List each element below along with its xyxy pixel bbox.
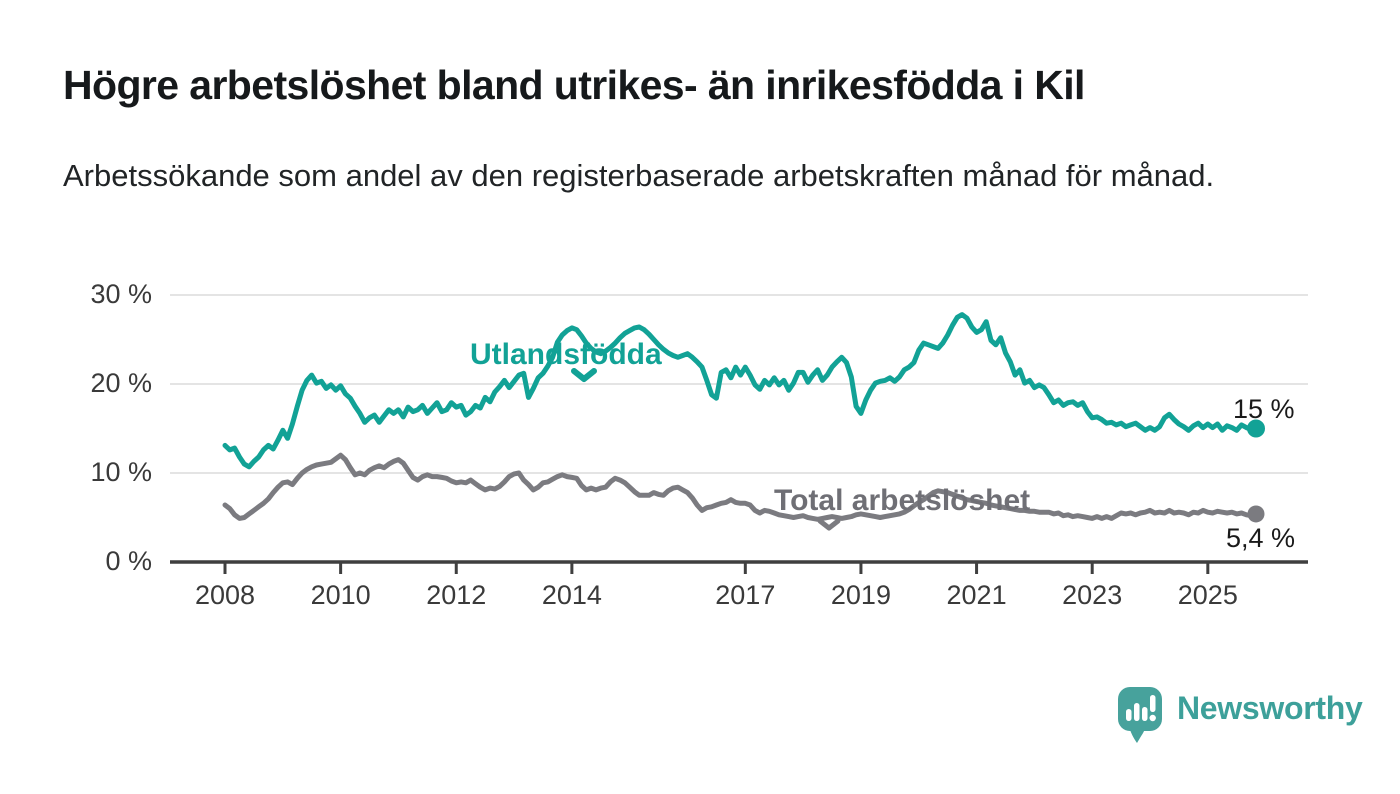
chart-subtitle: Arbetssökande som andel av den registerb… <box>63 158 1215 193</box>
y-axis-label-20: 20 % <box>90 368 152 398</box>
series-end-dot-0 <box>1247 419 1265 438</box>
series-label-utlandsfodda: Utlandsfödda <box>470 338 662 371</box>
x-axis-label-2025: 2025 <box>1177 580 1238 610</box>
x-axis-label-2017: 2017 <box>715 580 776 610</box>
x-axis-label-2010: 2010 <box>310 580 371 610</box>
newsworthy-logo: Newsworthy <box>1117 686 1363 744</box>
x-axis-label-2019: 2019 <box>830 580 891 610</box>
end-value-label-total: 5,4 % <box>1226 523 1296 553</box>
down-chevron-icon-teal <box>571 368 597 382</box>
series-end-dot-1 <box>1247 505 1265 523</box>
y-axis-label-10: 10 % <box>90 457 152 487</box>
newsworthy-logo-text: Newsworthy <box>1177 690 1363 726</box>
x-axis-label-2021: 2021 <box>946 580 1007 610</box>
x-axis-label-2012: 2012 <box>426 580 487 610</box>
x-axis-label-2008: 2008 <box>194 580 256 610</box>
series-line-1 <box>222 452 1259 522</box>
chart-title: Högre arbetslöshet bland utrikes- än inr… <box>63 62 1085 108</box>
y-axis-label-30: 30 % <box>90 279 152 309</box>
x-axis-label-2014: 2014 <box>541 580 602 610</box>
y-axis-label-0: 0 % <box>105 546 152 576</box>
newsworthy-logo-icon <box>1118 687 1162 743</box>
series-line-0 <box>222 312 1259 470</box>
end-value-label-utlandsfodda: 15 % <box>1233 394 1295 424</box>
series-label-total: Total arbetslöshet <box>774 484 1031 517</box>
down-chevron-icon-gray <box>817 518 841 531</box>
x-axis-label-2023: 2023 <box>1062 580 1123 610</box>
